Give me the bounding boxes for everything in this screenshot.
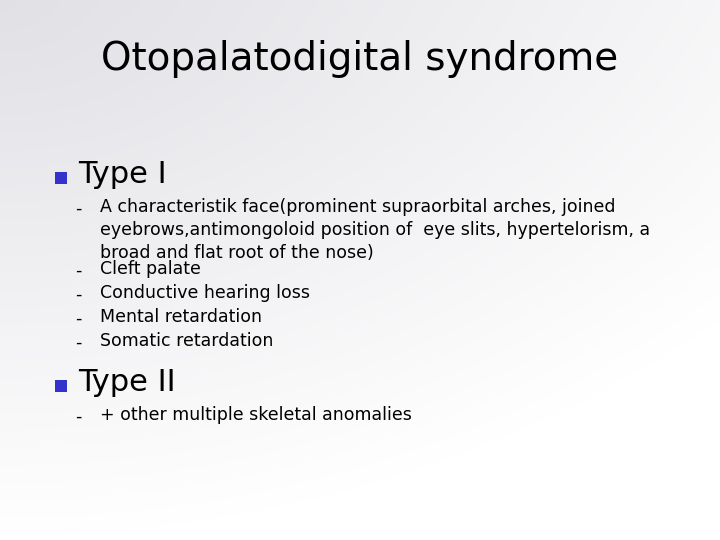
Text: Type II: Type II — [78, 368, 176, 397]
Text: Conductive hearing loss: Conductive hearing loss — [100, 284, 310, 302]
Text: -: - — [75, 408, 81, 426]
Bar — [55, 172, 67, 184]
Text: Somatic retardation: Somatic retardation — [100, 332, 274, 350]
Text: -: - — [75, 334, 81, 352]
Text: + other multiple skeletal anomalies: + other multiple skeletal anomalies — [100, 406, 412, 424]
Bar — [55, 380, 67, 392]
Text: -: - — [75, 286, 81, 304]
Text: -: - — [75, 262, 81, 280]
Text: Mental retardation: Mental retardation — [100, 308, 262, 326]
Text: -: - — [75, 310, 81, 328]
Text: Otopalatodigital syndrome: Otopalatodigital syndrome — [102, 40, 618, 78]
Text: A characteristik face(prominent supraorbital arches, joined
eyebrows,antimongolo: A characteristik face(prominent supraorb… — [100, 198, 650, 262]
Text: Type I: Type I — [78, 160, 166, 189]
Text: Cleft palate: Cleft palate — [100, 260, 201, 278]
Text: -: - — [75, 200, 81, 218]
